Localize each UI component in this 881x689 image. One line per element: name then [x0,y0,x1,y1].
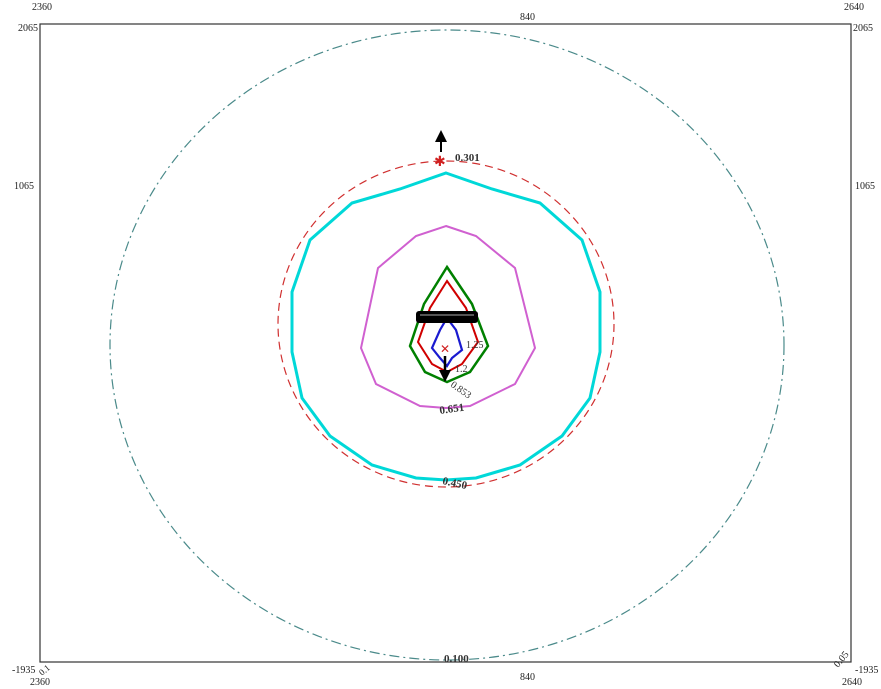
tick-left-mid: 1065 [14,181,34,192]
tick-bottom-left-side: -1935 [12,665,35,676]
label-125: 1.25 [466,340,484,351]
contour-125 [430,316,464,368]
tick-top-right: 2640 [844,2,864,13]
contour-0100 [109,29,785,661]
max-star-icon: ✱ [434,154,446,170]
source-bar [416,311,478,323]
tick-top-left: 2360 [32,2,52,13]
source-bar-stripe [420,314,474,316]
contour-0450 [290,171,602,482]
tick-bottom-right-side: -1935 [855,665,878,676]
north-arrow-icon [435,130,447,152]
contour-0651 [359,224,537,410]
plot-frame [39,23,852,663]
tick-bottom-right: 2640 [842,677,862,688]
label-0450: 0.450 [441,475,468,492]
label-0100: 0.100 [444,653,469,665]
label-0651: 0.651 [439,402,465,417]
tick-bottom-left: 2360 [30,677,50,688]
tick-left-corner: 2065 [18,23,38,34]
tick-top-center: 840 [520,12,535,23]
label-0853: 0.853 [448,379,473,401]
corner-mark-bottom-right: 0.05 [832,649,852,669]
center-star-icon: ✕ [440,342,450,356]
label-12: 1.2 [455,364,468,375]
corner-mark-bottom-left: 0.1 [37,663,52,678]
south-arrow-icon [439,356,451,382]
label-0301: 0.301 [455,152,480,164]
contour-12 [416,279,480,374]
tick-bottom-center: 840 [520,672,535,683]
tick-right-mid: 1065 [855,181,875,192]
tick-right-corner: 2065 [853,23,873,34]
contour-0301 [277,160,615,488]
